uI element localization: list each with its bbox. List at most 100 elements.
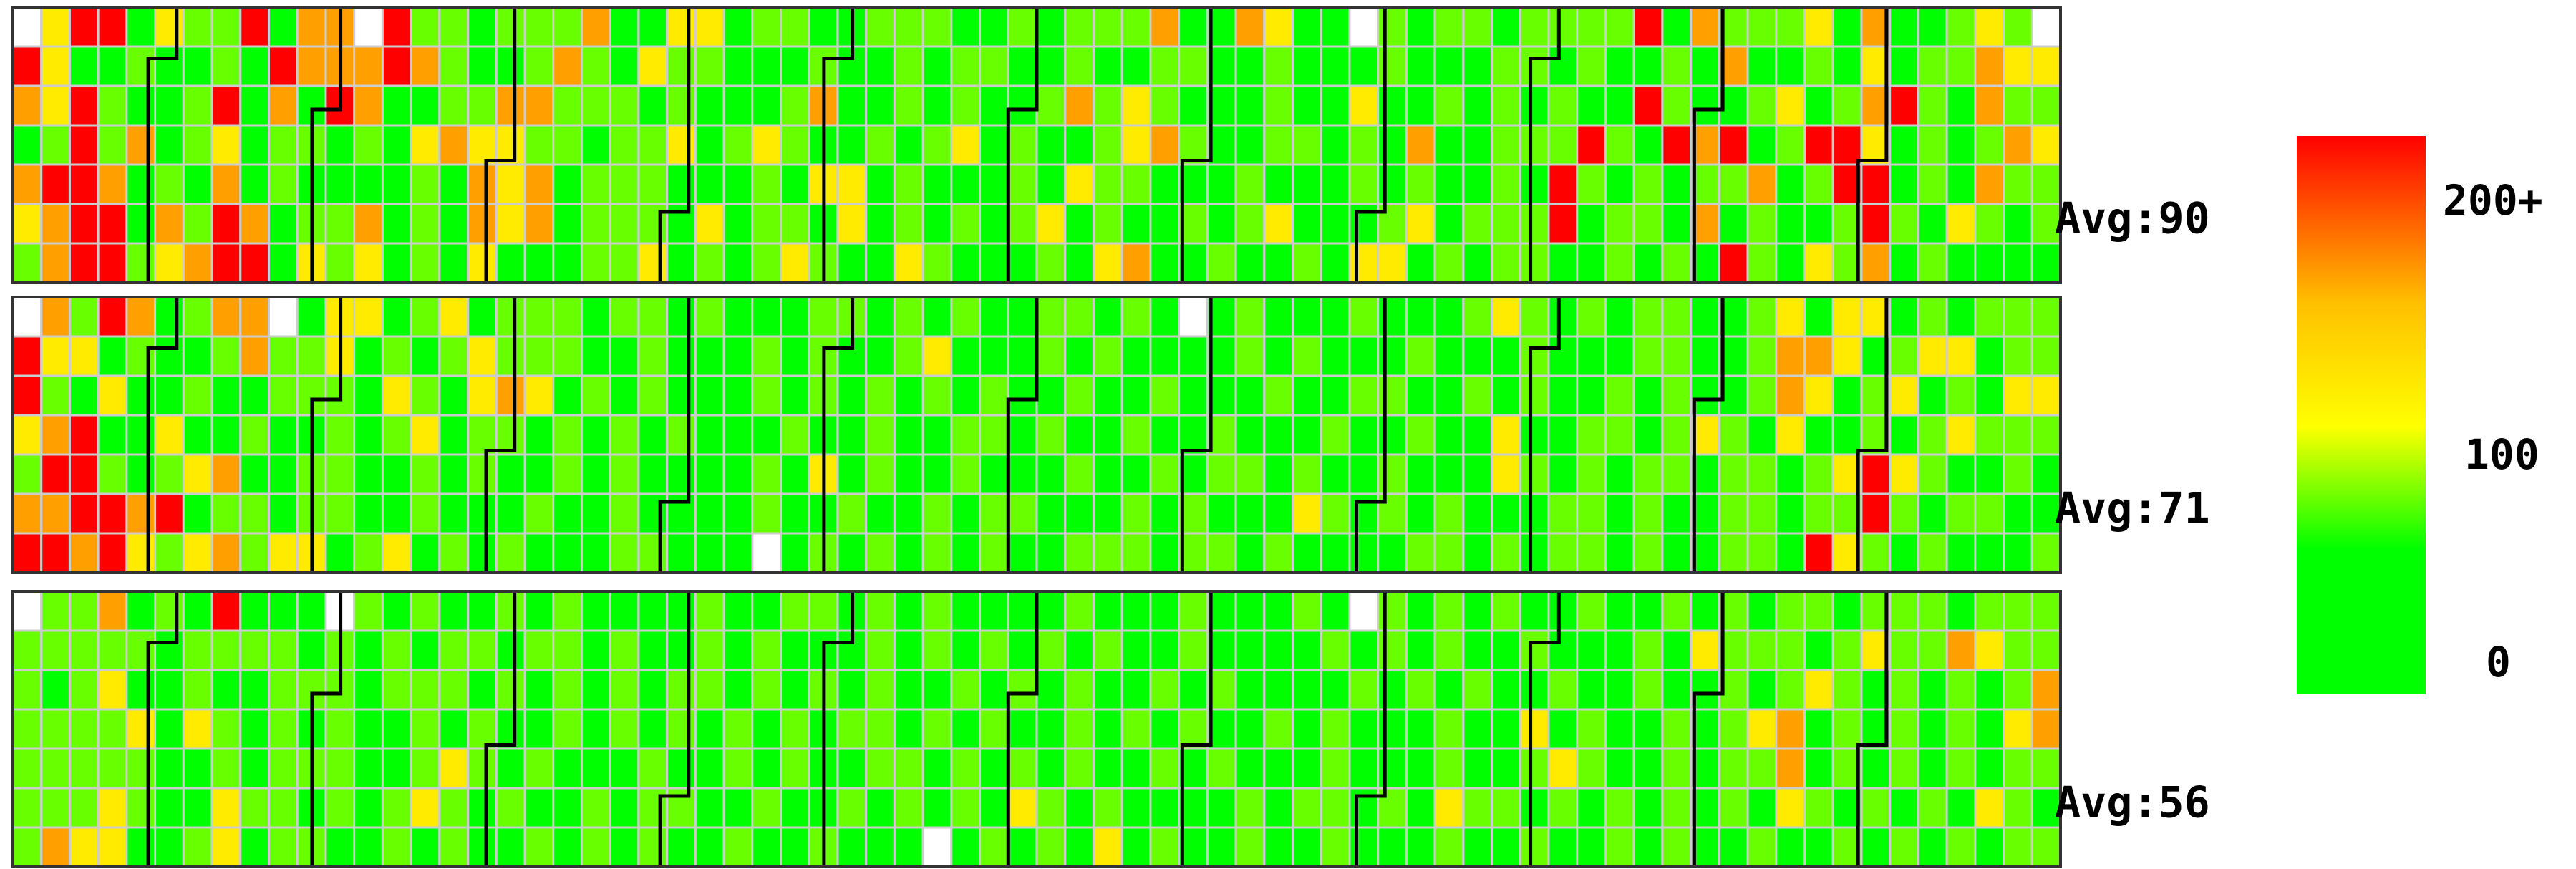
heatmap-cell [1462,203,1493,245]
heatmap-cell [580,84,611,127]
heatmap-cell [580,6,611,48]
heatmap-cell [979,629,1009,671]
heatmap-cell [580,374,611,417]
panel-separator [310,297,343,573]
heatmap-cell [1234,708,1266,750]
heatmap-cell [495,747,526,790]
heatmap-cell [353,296,384,338]
heatmap-cell [495,414,526,456]
heatmap-cell [1604,45,1635,87]
heatmap-cell [1576,84,1607,127]
heatmap-cell [836,84,868,127]
heatmap-cell [125,203,157,245]
heatmap-cell [1547,532,1579,574]
heatmap-cell [210,374,242,417]
heatmap-cell [1519,414,1550,456]
heatmap-cell [438,826,470,868]
heatmap-cell [182,6,213,48]
heatmap-cell [1234,296,1266,338]
heatmap-cell [780,747,810,790]
heatmap-cell [808,6,839,48]
heatmap-cell [1604,708,1635,750]
heatmap-cell [97,6,128,48]
heatmap-cell [1746,124,1778,166]
heatmap-panel-3: Avg:56 [11,590,2210,868]
heatmap-cell [893,747,924,790]
heatmap-cell [637,374,669,417]
heatmap-cell [1604,747,1635,790]
heatmap-cell [1945,203,1977,245]
heatmap-cell [1064,124,1095,166]
heatmap-cell [921,6,953,48]
heatmap-cell [381,590,412,632]
heatmap-cell [1377,532,1408,574]
heatmap-cell [1974,124,2005,166]
heatmap-cell [1860,163,1892,205]
heatmap-cell [950,45,982,87]
heatmap-cell [125,296,157,338]
heatmap-cell [1064,6,1095,48]
heatmap-cell [1035,203,1067,245]
heatmap-cell [722,747,754,790]
heatmap-cell [694,590,725,632]
heatmap-cell [182,629,213,671]
heatmap-cell [1064,787,1095,829]
heatmap-cell [1292,453,1322,495]
heatmap-cell [1547,747,1579,790]
heatmap-cell [666,163,697,205]
heatmap-cell [68,532,100,574]
heatmap-cell [1491,84,1521,127]
heatmap-cell [1746,335,1778,377]
heatmap-cell [979,453,1009,495]
panel-separator [146,7,179,283]
heatmap-cell [2003,374,2033,417]
heatmap-cell [97,242,128,284]
heatmap-cell [666,747,697,790]
heatmap-cell [68,374,100,417]
heatmap-cell [296,296,327,338]
heatmap-cell [210,124,242,166]
heatmap-cell [1292,492,1322,535]
heatmap-cell [1604,492,1635,535]
heatmap-cell [865,826,896,868]
heatmap-cell [381,374,412,417]
heatmap-cell [1690,590,1720,632]
heatmap-cell [1263,826,1294,868]
heatmap-cell [1917,203,1948,245]
heatmap-cell [637,590,669,632]
heatmap-cell [979,6,1009,48]
heatmap-cell [865,242,896,284]
heatmap-cell [694,203,725,245]
heatmap-cell [40,747,71,790]
heatmap-cell [1007,453,1038,495]
heatmap-cell [722,414,754,456]
heatmap-cell [1263,453,1294,495]
heatmap-cell [1292,84,1322,127]
heatmap-cell [1120,6,1152,48]
heatmap-cell [1576,590,1607,632]
heatmap-cell [666,45,697,87]
heatmap-cell [495,242,526,284]
heatmap-cell [268,242,299,284]
heatmap-cell [1775,242,1806,284]
heatmap-cell [694,708,725,750]
heatmap-cell [68,747,100,790]
heatmap-cell [1007,242,1038,284]
heatmap-cell [1178,669,1209,711]
heatmap-cell [609,708,640,750]
heatmap-cell [1945,45,1977,87]
heatmap-cell [1035,708,1067,750]
heatmap-cell [523,6,555,48]
heatmap-cell [1889,532,1919,574]
heatmap-cell [1092,374,1123,417]
heatmap-cell [68,492,100,535]
heatmap-cell [780,787,810,829]
heatmap-cell [11,492,43,535]
heatmap-cell [751,163,783,205]
heatmap-cell [523,708,555,750]
heatmap-cell [210,532,242,574]
heatmap-cell [722,84,754,127]
heatmap-cell [2003,590,2033,632]
heatmap-cell [580,163,611,205]
heatmap-cell [1035,296,1067,338]
